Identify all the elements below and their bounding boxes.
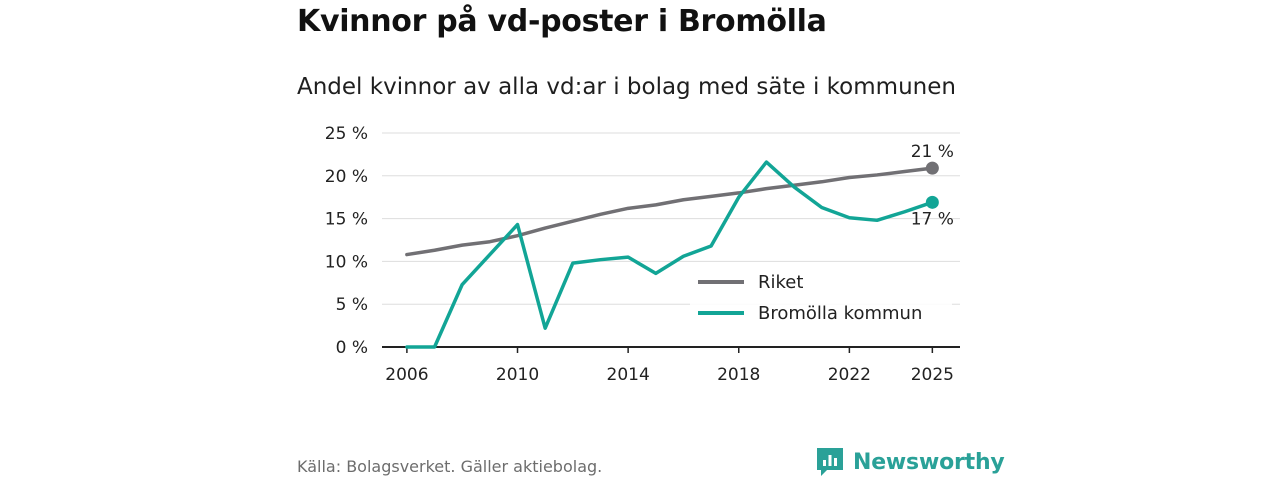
x-tick-label: 2022 bbox=[828, 365, 871, 385]
y-tick-label: 10 % bbox=[325, 252, 368, 272]
y-tick-label: 5 % bbox=[336, 295, 368, 315]
series-lines bbox=[405, 160, 939, 349]
x-tick-label: 2018 bbox=[717, 365, 760, 385]
brand-name: Newsworthy bbox=[853, 449, 1005, 475]
chart-subtitle: Andel kvinnor av alla vd:ar i bolag med … bbox=[297, 74, 956, 100]
end-value-label: 17 % bbox=[911, 209, 954, 229]
end-labels: 21 % 17 % bbox=[911, 142, 954, 229]
x-tick-label: 2025 bbox=[911, 365, 954, 385]
legend-label: Bromölla kommun bbox=[758, 303, 922, 324]
end-point-marker bbox=[925, 195, 939, 209]
brand-logo: Newsworthy bbox=[815, 446, 1005, 478]
legend-label: Riket bbox=[758, 272, 803, 293]
x-tick-label: 2010 bbox=[496, 365, 539, 385]
newsworthy-logo-icon bbox=[817, 448, 843, 476]
x-tick-label: 2006 bbox=[385, 365, 428, 385]
x-axis: 2006 2010 2014 2018 2022 2025 bbox=[382, 346, 960, 385]
x-tick-label: 2014 bbox=[607, 365, 650, 385]
legend: Riket Bromölla kommun bbox=[690, 266, 952, 332]
y-tick-label: 25 % bbox=[325, 124, 368, 144]
y-axis: 0 % 5 % 10 % 15 % 20 % 25 % bbox=[325, 124, 368, 358]
chart-title: Kvinnor på vd-poster i Bromölla bbox=[297, 4, 827, 39]
end-point-marker bbox=[925, 161, 939, 175]
source-note: Källa: Bolagsverket. Gäller aktiebolag. bbox=[297, 457, 603, 476]
y-tick-label: 15 % bbox=[325, 210, 368, 230]
y-tick-label: 20 % bbox=[325, 167, 368, 187]
y-tick-label: 0 % bbox=[336, 338, 368, 358]
end-value-label: 21 % bbox=[911, 142, 954, 162]
legend-background bbox=[690, 266, 952, 332]
series-line-riket bbox=[405, 166, 935, 257]
series-line-bromolla bbox=[405, 160, 935, 349]
